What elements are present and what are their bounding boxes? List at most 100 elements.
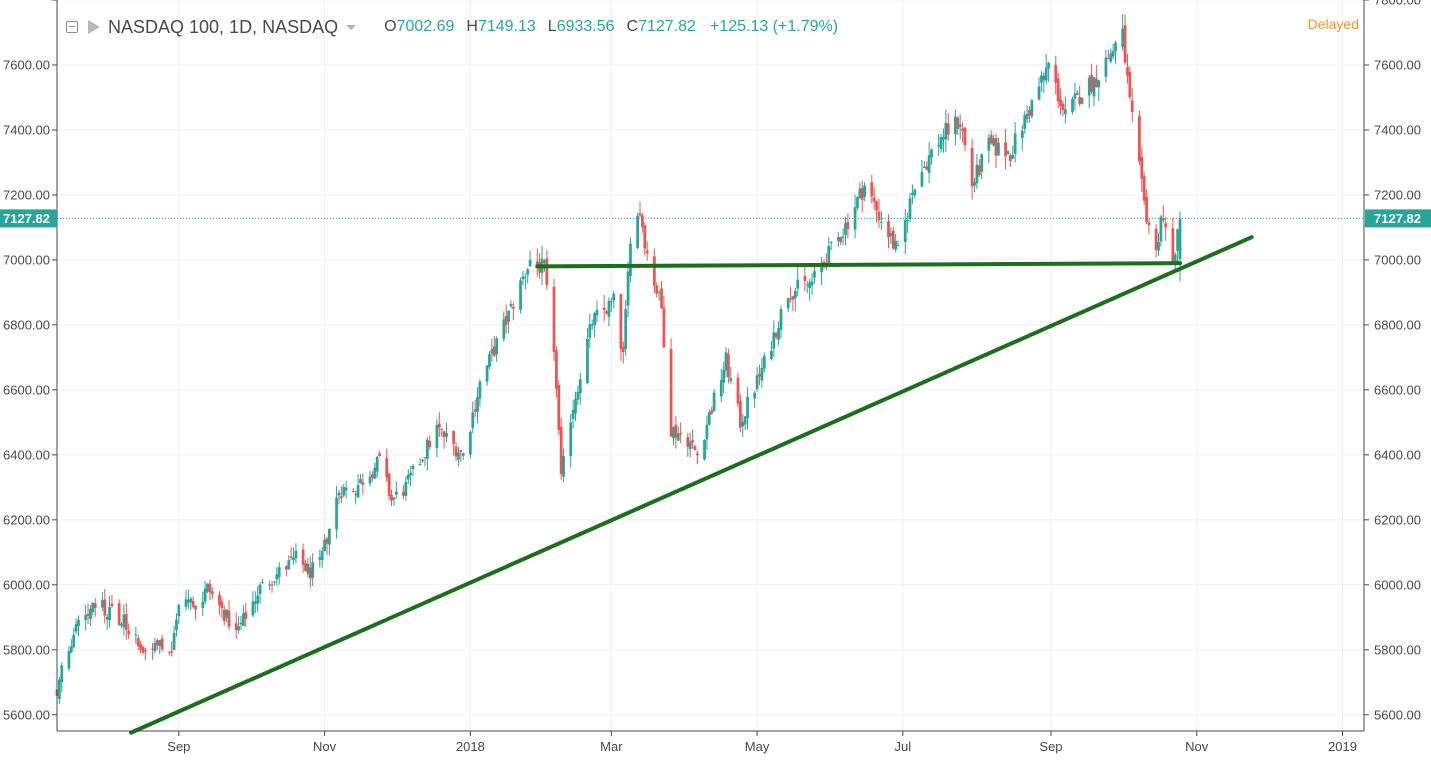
candle-body: [703, 439, 706, 460]
y-tick-label: 7800.00: [1374, 0, 1421, 8]
candle-body: [789, 298, 792, 300]
candle-body: [655, 285, 659, 294]
candle-body: [839, 237, 843, 243]
candle-body: [191, 600, 195, 607]
candle-body: [1044, 67, 1048, 81]
candle-body: [361, 481, 365, 485]
candle-body: [1092, 77, 1096, 97]
candle-body: [318, 557, 322, 560]
chart-legend: NASDAQ 100, 1D, NASDAQ O 7002.69 H 7149.…: [66, 14, 838, 40]
horizontal-level[interactable]: [535, 261, 1183, 269]
candle-body: [335, 497, 338, 530]
candle-body: [1030, 100, 1034, 117]
candle-body: [543, 260, 546, 263]
candle-body: [758, 373, 761, 377]
candle-body: [84, 614, 88, 620]
candle-body: [134, 634, 138, 636]
y-tick-label-left: 7600.00: [3, 57, 50, 72]
candle-body: [77, 619, 80, 627]
candle-body: [141, 646, 145, 653]
candle-body: [712, 392, 716, 412]
candle-body: [72, 634, 76, 647]
candle-body: [423, 457, 427, 459]
y-tick-label: 6600.00: [1374, 382, 1421, 397]
candle-body: [1090, 74, 1093, 92]
candle-body: [390, 494, 393, 501]
candle-body: [662, 307, 666, 348]
candle-body: [727, 354, 730, 378]
candle-body: [1025, 113, 1029, 120]
candle-body: [1157, 241, 1160, 251]
x-axis-labels: Sep Nov 2018 Mar May Jul Sep Nov 2019: [167, 739, 1357, 754]
candle-body: [774, 333, 778, 338]
candle-body: [1138, 115, 1141, 162]
candle-body: [970, 147, 974, 187]
support-trendline[interactable]: [129, 235, 1254, 735]
candle-body: [980, 154, 984, 172]
candle-body: [378, 453, 381, 457]
y-tick-label: 6400.00: [1374, 447, 1421, 462]
candle-body: [686, 437, 690, 447]
candle-body: [956, 117, 960, 129]
candle-body: [526, 269, 530, 275]
candle-body: [590, 324, 594, 326]
last-price-badge-left: [0, 209, 57, 228]
candle-body: [1013, 133, 1017, 154]
candle-body: [612, 293, 616, 301]
candle-body: [153, 643, 157, 652]
candle-body: [261, 581, 264, 583]
candle-body: [793, 290, 797, 299]
trendline-annotations[interactable]: [129, 235, 1254, 735]
last-price-badges: 7127.82 7127.82: [0, 209, 1431, 228]
candle-body: [736, 377, 740, 404]
candle-body: [762, 356, 766, 369]
candle-body: [619, 293, 623, 349]
candle-body: [122, 614, 126, 628]
flag-icon[interactable]: [88, 20, 100, 34]
candle-body: [602, 307, 606, 311]
candle-body: [359, 479, 362, 484]
candle-body: [760, 368, 764, 381]
chevron-down-icon[interactable]: [346, 24, 357, 30]
candle-body: [74, 623, 78, 632]
y-tick-label-left: 7400.00: [3, 122, 50, 137]
candle-body: [922, 166, 926, 168]
candle-body: [605, 311, 608, 314]
candle-body: [779, 309, 783, 330]
candle-body: [609, 301, 613, 303]
candle-body: [636, 215, 639, 248]
candle-body: [292, 557, 295, 561]
low-label: L: [547, 18, 557, 35]
candle-body: [375, 456, 379, 472]
candle-body: [578, 379, 582, 394]
candle-body: [342, 487, 346, 496]
candle-body: [58, 679, 61, 700]
candle-body: [820, 264, 823, 273]
candle-body: [913, 189, 917, 196]
x-tick-label: May: [745, 739, 770, 754]
candle-body: [93, 603, 97, 608]
candle-body: [870, 182, 874, 197]
collapse-icon[interactable]: [66, 21, 78, 33]
candle-body: [607, 300, 611, 317]
candle-body: [337, 492, 341, 496]
candle-body: [277, 567, 281, 578]
last-price-label-right: 7127.82: [1374, 211, 1421, 226]
candle-body: [624, 309, 628, 349]
last-price-label-left: 7127.82: [3, 211, 50, 226]
candle-body: [705, 424, 709, 440]
candle-body: [490, 349, 494, 354]
candle-body: [101, 600, 104, 608]
candle-body: [652, 256, 656, 286]
candle-body: [586, 339, 589, 384]
candle-body: [1159, 216, 1163, 242]
candle-body: [394, 491, 398, 495]
candle-body: [676, 433, 680, 441]
y-tick-label-left: 5600.00: [3, 707, 50, 722]
candle-body: [320, 551, 324, 561]
candle-body: [1142, 176, 1146, 201]
symbol-title[interactable]: NASDAQ 100, 1D, NASDAQ: [108, 16, 339, 37]
candle-body: [574, 399, 577, 414]
candle-body: [206, 583, 209, 592]
